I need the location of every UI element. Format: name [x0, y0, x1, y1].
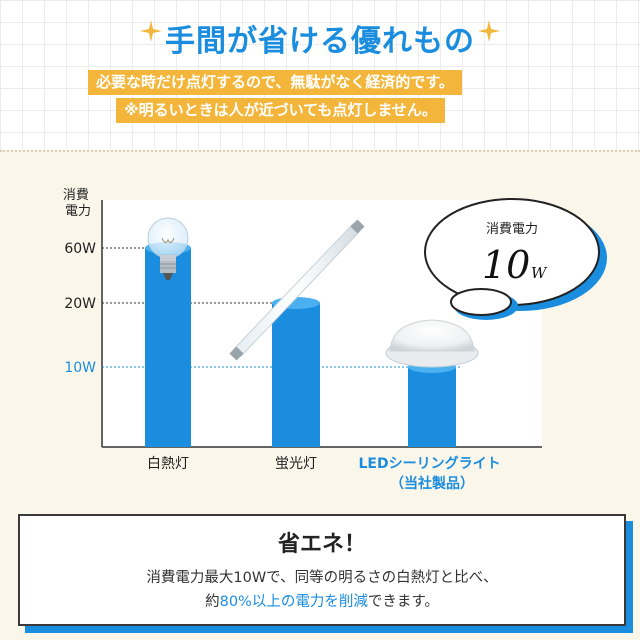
light-bulb-icon: [147, 217, 189, 280]
summary-box: 省エネ！ 消費電力最大10Wで、同等の明るさの白熱灯と比べ、 約80%以上の電力…: [18, 514, 626, 626]
callout-label: 消費電力: [486, 222, 538, 237]
y-tick-label: 60W: [64, 241, 96, 257]
y-axis-label: 消費 電力: [63, 188, 93, 219]
summary-prefix: 約: [205, 594, 220, 610]
callout-bubble: 消費電力 10 W: [424, 198, 607, 320]
category-label-led: LEDシーリングライト （当社製品）: [359, 455, 506, 492]
subheading-line-2: ※明るいときは人が近づいても点灯しません。: [116, 98, 445, 123]
callout-unit: W: [531, 264, 548, 282]
subheading-line-1: 必要な時だけ点灯するので、無駄がなく経済的です。: [88, 70, 462, 95]
summary-title: 省エネ！: [277, 532, 366, 557]
callout-value: 10: [482, 243, 530, 287]
y-tick-label: 10W: [64, 360, 96, 376]
y-tick-label: 20W: [64, 296, 96, 312]
headline: 手間が省ける優れもの: [165, 24, 475, 59]
bar-fluorescent: [272, 297, 320, 447]
summary-highlight: 80%以上の電力を削減: [219, 594, 368, 610]
sparkle-icon: [140, 20, 162, 42]
category-label: 蛍光灯: [275, 456, 317, 472]
fluorescent-tube-icon: [229, 219, 365, 361]
ceiling-light-icon: [385, 319, 479, 368]
divider: [0, 150, 640, 152]
summary-suffix: できます。: [367, 594, 439, 610]
consumption-chart: 消費 電力 60W 20W 10W: [63, 188, 607, 492]
bar-led: [408, 361, 456, 447]
summary-line-1: 消費電力最大10Wで、同等の明るさの白熱灯と比べ、: [146, 570, 498, 586]
summary-line-2: 約80%以上の電力を削減できます。: [20, 590, 624, 611]
category-label: 白熱灯: [147, 456, 189, 472]
sparkle-icon: [478, 20, 500, 42]
